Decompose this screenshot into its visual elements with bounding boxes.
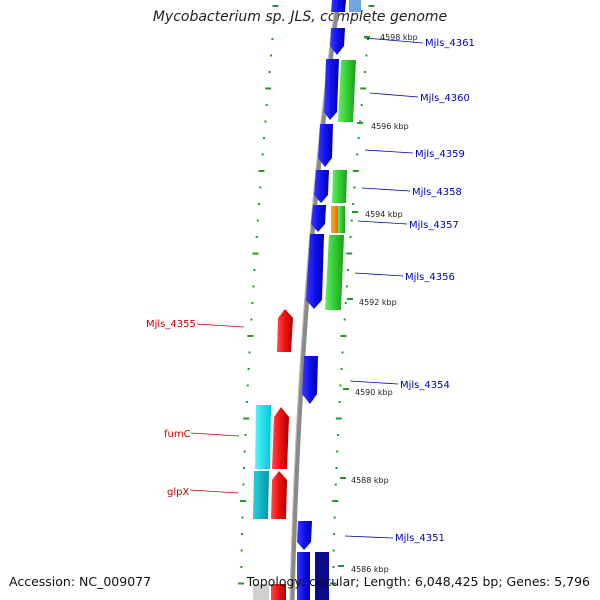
cds-bar-mjls-4358[interactable] bbox=[332, 170, 347, 203]
cds-bar-mjls-4360[interactable] bbox=[338, 60, 356, 122]
gene-label-mjls-4354[interactable]: Mjls_4354 bbox=[400, 380, 450, 391]
scale-label-4590: 4590 kbp bbox=[355, 388, 393, 397]
map-title: Mycobacterium sp. JLS, complete genome bbox=[152, 9, 448, 25]
leader-line-mjls-4361 bbox=[364, 37, 424, 44]
leader-line-mjls-4354 bbox=[349, 380, 399, 385]
gene-label-mjls-4358[interactable]: Mjls_4358 bbox=[412, 187, 462, 198]
genome-summary-text: Topology: circular; Length: 6,048,425 bp… bbox=[246, 574, 590, 589]
gene-arrow-mjls-4359[interactable] bbox=[318, 124, 333, 167]
gene-label-mjls-4361[interactable]: Mjls_4361 bbox=[425, 38, 475, 49]
inner-tick-marks bbox=[238, 5, 279, 585]
leader-line-mjls-4357 bbox=[357, 220, 408, 225]
gene-arrow-fumc[interactable] bbox=[272, 407, 289, 469]
leader-line-mjls-4356 bbox=[354, 272, 404, 277]
accession-text: Accession: NC_009077 bbox=[9, 574, 152, 589]
cds-bar-bottom-partial-grey[interactable] bbox=[253, 584, 269, 600]
scale-label-4588: 4588 kbp bbox=[351, 476, 389, 485]
kbp-scale-labels: 4598 kbp 4596 kbp 4594 kbp 4592 kbp 4590… bbox=[338, 33, 418, 574]
gene-labels: Mjls_4361 Mjls_4360 Mjls_4359 Mjls_4358 … bbox=[146, 37, 475, 544]
leader-line-glpx bbox=[189, 489, 239, 494]
scale-label-4594: 4594 kbp bbox=[365, 210, 403, 219]
scale-label-4596: 4596 kbp bbox=[371, 122, 409, 131]
leader-line-mjls-4359 bbox=[364, 149, 414, 154]
gene-arrow-mjls-4351[interactable] bbox=[297, 521, 312, 550]
leader-line-mjls-4351 bbox=[344, 535, 394, 539]
cds-bar-top-partial[interactable] bbox=[349, 0, 361, 12]
gene-arrow-top-partial[interactable] bbox=[331, 0, 346, 12]
cds-bar-mjls-4356[interactable] bbox=[325, 235, 344, 310]
scale-label-4598: 4598 kbp bbox=[380, 33, 418, 42]
outer-tick-marks bbox=[330, 5, 375, 585]
gene-arrow-mjls-4355[interactable] bbox=[277, 309, 293, 352]
gene-label-glpx[interactable]: glpX bbox=[167, 487, 189, 498]
gene-label-mjls-4360[interactable]: Mjls_4360 bbox=[420, 93, 470, 104]
gene-arrow-glpx[interactable] bbox=[271, 471, 287, 519]
gene-label-mjls-4355[interactable]: Mjls_4355 bbox=[146, 319, 196, 330]
gene-label-fumc[interactable]: fumC bbox=[164, 429, 191, 440]
gene-label-mjls-4357[interactable]: Mjls_4357 bbox=[409, 220, 459, 231]
gene-arrow-bottom-partial-navy[interactable] bbox=[315, 552, 329, 600]
gene-features bbox=[253, 0, 361, 600]
gene-arrow-mjls-4354[interactable] bbox=[302, 356, 318, 404]
gene-arrow-bottom-partial-red[interactable] bbox=[271, 584, 286, 600]
scale-label-4586: 4586 kbp bbox=[351, 565, 389, 574]
scale-label-4592: 4592 kbp bbox=[359, 298, 397, 307]
cds-bar-mjls-4357-green[interactable] bbox=[338, 206, 345, 233]
cds-bar-glpx[interactable] bbox=[253, 471, 269, 519]
gene-arrow-mjls-4357[interactable] bbox=[311, 205, 326, 232]
cds-bar-mjls-4357-orange[interactable] bbox=[331, 206, 338, 233]
cds-bar-fumc[interactable] bbox=[255, 405, 271, 469]
leader-line-fumc bbox=[190, 432, 240, 437]
gene-arrow-mjls-4358[interactable] bbox=[314, 170, 329, 203]
gene-label-mjls-4359[interactable]: Mjls_4359 bbox=[415, 149, 465, 160]
gene-label-mjls-4356[interactable]: Mjls_4356 bbox=[405, 272, 455, 283]
gene-arrow-mjls-4360[interactable] bbox=[324, 59, 339, 120]
leader-line-mjls-4355 bbox=[196, 323, 245, 328]
gene-arrow-mjls-4356[interactable] bbox=[306, 234, 324, 309]
leader-line-mjls-4360 bbox=[369, 92, 419, 98]
gene-arrow-bottom-partial-blue[interactable] bbox=[297, 552, 310, 600]
gene-label-mjls-4351[interactable]: Mjls_4351 bbox=[395, 533, 445, 544]
gene-arrow-mjls-4361[interactable] bbox=[330, 28, 345, 55]
leader-line-mjls-4358 bbox=[361, 187, 411, 192]
